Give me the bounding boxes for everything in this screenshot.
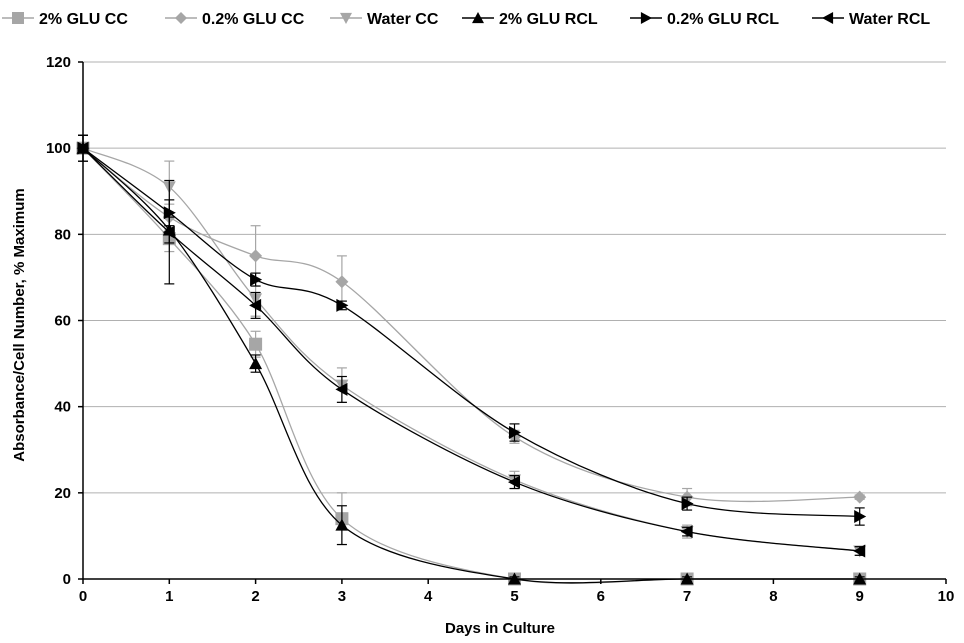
legend-item: 0.2% GLU RCL — [630, 11, 779, 28]
y-tick-label: 40 — [54, 399, 71, 416]
series-2-glu-rcl — [76, 134, 867, 585]
legend-item: 2% GLU CC — [2, 11, 128, 28]
legend: 2% GLU CC 0.2% GLU CC Water CC 2% GLU RCL 0.… — [2, 11, 930, 28]
data-point — [249, 337, 263, 351]
data-point — [853, 490, 867, 504]
legend-label: Water CC — [367, 11, 439, 28]
series-water-rcl — [76, 134, 866, 558]
series-layer — [76, 134, 867, 586]
data-point — [162, 225, 175, 239]
data-point — [249, 298, 262, 312]
series-line — [82, 147, 860, 552]
tick-labels: 0 20 40 60 80 100 120 0 1 2 3 4 5 6 7 8 9 10 — [46, 54, 954, 605]
legend-label: 0.2% GLU RCL — [667, 11, 779, 28]
data-point — [854, 510, 867, 524]
legend-marker — [175, 12, 187, 24]
x-tick-label: 2 — [251, 588, 259, 605]
series-water-cc — [76, 134, 867, 558]
x-tick-label: 10 — [938, 588, 955, 605]
data-point — [250, 273, 263, 287]
data-point — [680, 525, 693, 539]
y-tick-label: 0 — [63, 571, 71, 588]
legend-marker — [12, 12, 24, 24]
legend-item: 0.2% GLU CC — [165, 11, 305, 28]
gridlines — [83, 61, 946, 494]
x-tick-label: 6 — [597, 588, 605, 605]
data-point — [508, 426, 521, 440]
data-point — [508, 475, 521, 489]
data-point — [249, 249, 263, 263]
data-point — [335, 382, 348, 396]
legend-label: 0.2% GLU CC — [202, 11, 305, 28]
legend-label: 2% GLU CC — [39, 11, 128, 28]
series-0-2-glu-rcl — [77, 134, 867, 526]
legend-marker — [472, 12, 484, 24]
x-tick-label: 4 — [424, 588, 433, 605]
legend-marker — [340, 12, 352, 24]
x-tick-label: 3 — [338, 588, 346, 605]
data-point — [336, 298, 349, 312]
x-tick-label: 8 — [769, 588, 777, 605]
legend-marker — [640, 12, 652, 24]
legend-label: Water RCL — [849, 11, 930, 28]
x-axis-title: Days in Culture — [445, 620, 555, 637]
x-tick-label: 0 — [79, 588, 87, 605]
legend-marker — [822, 12, 834, 24]
series-2-glu-cc — [76, 134, 867, 586]
x-tick-label: 5 — [510, 588, 518, 605]
data-point — [853, 544, 866, 558]
y-tick-label: 100 — [46, 140, 71, 157]
series-line — [82, 147, 860, 552]
series-line — [82, 147, 860, 584]
y-tick-label: 60 — [54, 313, 71, 330]
data-point — [249, 357, 263, 370]
legend-label: 2% GLU RCL — [499, 11, 598, 28]
legend-item: 2% GLU RCL — [462, 11, 598, 28]
y-tick-label: 120 — [46, 54, 71, 71]
y-axis-title: Absorbance/Cell Number, % Maximum — [11, 188, 28, 461]
series-line — [82, 147, 860, 584]
data-point — [681, 497, 694, 511]
y-tick-label: 80 — [54, 226, 71, 243]
x-tick-label: 1 — [165, 588, 173, 605]
legend-item: Water RCL — [812, 11, 930, 28]
series-line — [82, 147, 860, 503]
series-line — [82, 147, 860, 518]
x-tick-label: 9 — [856, 588, 864, 605]
data-point — [335, 518, 349, 531]
x-tick-label: 7 — [683, 588, 691, 605]
y-tick-label: 20 — [54, 485, 71, 502]
data-point — [335, 275, 349, 289]
legend-item: Water CC — [330, 11, 439, 28]
